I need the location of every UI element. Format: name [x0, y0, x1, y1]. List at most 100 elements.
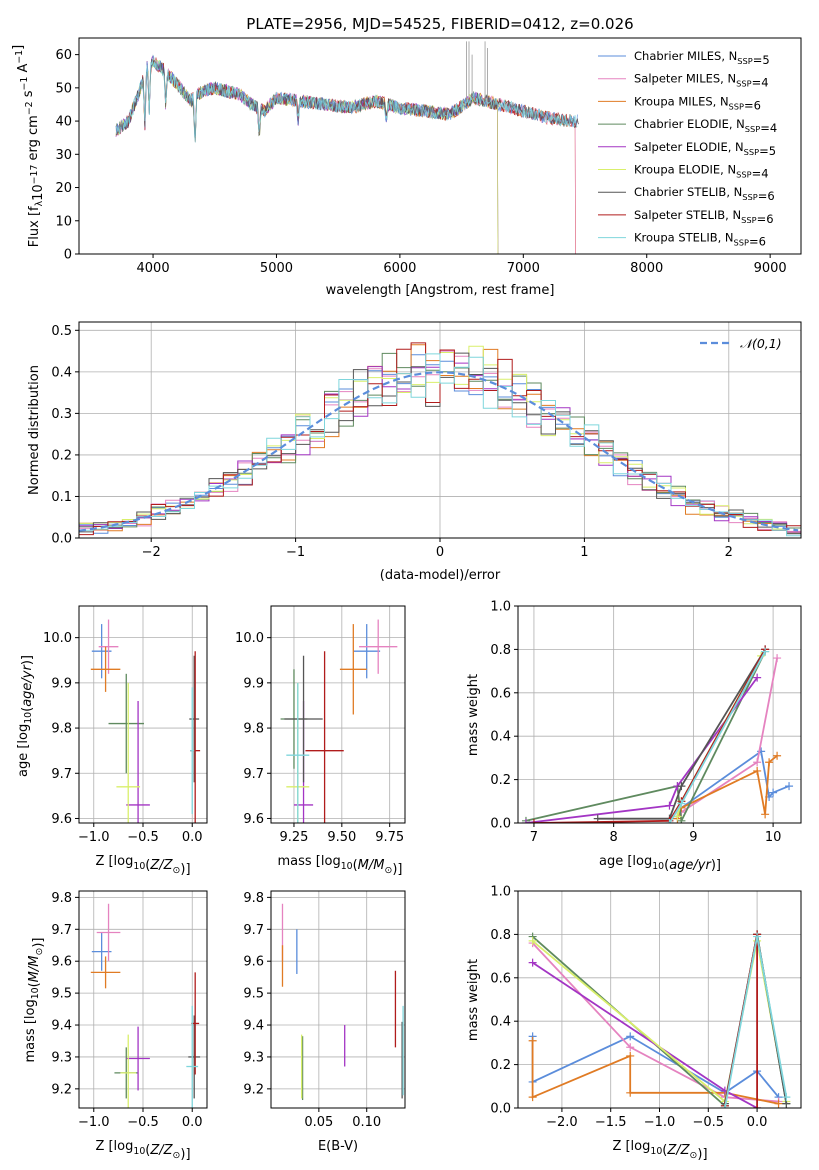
residuals-panel: −2 −1 0 1 2 0.0 0.1 0.2 0.3 0.4 0.5 (data-model)/er…: [27, 321, 802, 583]
weight_vs_Z-plot-area: [528, 930, 791, 1108]
weight-marker: [528, 1036, 537, 1045]
weight-marker: [665, 801, 674, 810]
spectrum-frame: [78, 37, 802, 255]
mass_vs_ebv-ytick-label: 9.7: [243, 923, 264, 938]
age-vs-mass-xlabel: mass [log10(M/M⊙)]: [278, 854, 403, 877]
weight_vs_Z-panel: −2.0 −1.5 −1.0 −0.5 0.0 0.0 0.2 0.4 0.6 0.8 1.0 Z […: [466, 885, 802, 1162]
age_vs_mass-ytick-label: 9.7: [243, 767, 264, 782]
age_vs_Z-panel: −1.0 −0.5 0.0 9.6 9.7 9.8 9.9 10.0 Z [log10(Z/Z⊙…: [16, 605, 208, 877]
weight-vs-Z-xlabel: Z [log10(Z/Z⊙)]: [612, 1139, 707, 1162]
weight-marker: [761, 810, 770, 819]
weight_vs_age-xtick-label: 8: [610, 830, 618, 845]
mass_vs_Z-ytick-label: 9.8: [51, 891, 72, 906]
residuals-xtick-label: 1: [580, 545, 588, 560]
weight-marker: [761, 647, 770, 656]
weight-marker: [626, 1051, 635, 1060]
mass_vs_ebv-ytick-label: 9.5: [243, 987, 264, 1002]
age_vs_Z-ytick-label: 9.8: [51, 722, 72, 737]
spectrum-title: PLATE=2956, MJD=54525, FIBERID=0412, z=0…: [246, 15, 633, 33]
weight_vs_age-ytick-label: 0.8: [490, 643, 511, 658]
age_vs_Z-ytick-label: 10.0: [43, 631, 72, 646]
weight-marker: [753, 758, 762, 767]
spectrum-ytick-label: 40: [55, 115, 72, 130]
mass_vs_Z-ytick-label: 9.7: [51, 923, 72, 938]
weight_vs_age-xtick-label: 10: [765, 830, 782, 845]
weight-marker: [753, 766, 762, 775]
spectrum-xtick-label: 9000: [754, 261, 787, 276]
spectrum-ytick-label: 50: [55, 81, 72, 96]
mass_vs_ebv-ytick-label: 9.3: [243, 1050, 264, 1065]
age-vs-Z-ylabel: age [log10(age/yr)]: [16, 655, 35, 777]
spectrum-ytick-label: 60: [55, 48, 72, 63]
legend-entry: Salpeter STELIB, NSSP=6: [634, 208, 774, 226]
spectrum-ytick-label: 10: [55, 214, 72, 229]
weight-marker: [773, 751, 782, 760]
age-vs-Z-xlabel: Z [log10(Z/Z⊙)]: [95, 854, 190, 877]
weight_vs_Z-xtick-label: −0.5: [693, 1115, 725, 1130]
spectrum-ytick-label: 0: [64, 248, 72, 263]
histogram-kroupa-stelib: [79, 353, 801, 537]
legend-entry: Chabrier MILES, NSSP=5: [634, 49, 770, 67]
age_vs_mass-xtick-label: 9.50: [327, 830, 356, 845]
age_vs_Z-plot-area: [90, 619, 201, 823]
weight_vs_age-ytick-label: 0.4: [490, 730, 511, 745]
weight_vs_Z-xtick-label: −1.5: [595, 1115, 627, 1130]
weight-marker: [665, 819, 674, 823]
legend-entry: Salpeter ELODIE, NSSP=5: [634, 140, 776, 158]
mass_vs_ebv-frame: [270, 890, 406, 1109]
weight_vs_age-ytick-label: 0.2: [490, 773, 511, 788]
mass_vs_ebv-panel: 0.05 0.10 9.2 9.3 9.4 9.5 9.6 9.7 9.8 E(B-V): [243, 890, 406, 1154]
weight-marker: [528, 958, 537, 967]
weight-marker: [753, 1104, 762, 1108]
weight-marker: [774, 1099, 783, 1108]
spectrum-xtick-label: 7000: [507, 261, 540, 276]
age_vs_mass-ytick-label: 10.0: [235, 631, 264, 646]
spectrum-xtick-label: 6000: [383, 261, 416, 276]
residuals-ytick-label: 0.4: [51, 365, 72, 380]
weight-marker: [521, 819, 530, 823]
age_vs_mass-ytick-label: 9.9: [243, 676, 264, 691]
age_vs_mass-xtick-label: 9.25: [279, 830, 308, 845]
weight-marker: [720, 1104, 729, 1108]
gaussian-curve: [79, 371, 799, 532]
residuals-xlabel: (data-model)/error: [380, 568, 501, 583]
spectrum-line-kroupa-stelib: [115, 59, 578, 143]
weight-marker: [782, 1093, 791, 1102]
weight-marker: [626, 1043, 635, 1052]
legend-entry: Chabrier STELIB, NSSP=6: [634, 185, 775, 203]
weight_vs_Z-ytick-label: 0.2: [490, 1058, 511, 1073]
legend-entry-gaussian: 𝒩(0,1): [740, 336, 782, 351]
mass_vs_ebv-xtick-label: 0.05: [304, 1115, 333, 1130]
spectrum-xtick-label: 5000: [260, 261, 293, 276]
weight-marker: [626, 1032, 635, 1041]
spectrum-ylabel: Flux [fλ10−17 erg cm−2 s−1 A−1]: [11, 45, 46, 247]
spectrum-ytick-label: 20: [55, 181, 72, 196]
spectrum-panel: 4000 5000 6000 7000 8000 9000 0 10 20 30 40 50 60 wav…: [11, 37, 802, 298]
weight_vs_age-xtick-label: 7: [530, 830, 538, 845]
mass_vs_Z-xtick-label: −1.0: [78, 1115, 110, 1130]
weight-marker: [528, 1093, 537, 1102]
weight-vs-age-xlabel: age [log10(age/yr)]: [599, 854, 721, 873]
weight_vs_age-plot-area: [521, 645, 794, 823]
legend-entry: Chabrier ELODIE, NSSP=4: [634, 117, 777, 135]
weight-marker: [769, 788, 778, 797]
weight_vs_age-ytick-label: 1.0: [490, 600, 511, 615]
age_vs_mass-frame: [270, 605, 406, 824]
mass_vs_ebv-grid: [271, 891, 405, 1108]
mass_vs_Z-ytick-label: 9.4: [51, 1019, 72, 1034]
residuals-ytick-label: 0.0: [51, 532, 72, 547]
age_vs_Z-ytick-label: 9.6: [51, 812, 72, 827]
weight-marker: [529, 819, 538, 823]
mass_vs_Z-xtick-label: −0.5: [127, 1115, 159, 1130]
weight_vs_Z-xtick-label: 0.0: [747, 1115, 768, 1130]
weight-vs-Z-ylabel: mass weight: [466, 959, 481, 1041]
residuals-ylabel: Normed distribution: [27, 365, 42, 495]
age_vs_mass-ytick-label: 9.6: [243, 812, 264, 827]
weight-marker: [626, 1088, 635, 1097]
mass_vs_ebv-ytick-label: 9.4: [243, 1019, 264, 1034]
mass_vs_Z-grid: [79, 891, 207, 1108]
weight-marker: [528, 936, 537, 945]
mass_vs_ebv-plot-area: [281, 903, 404, 1101]
age_vs_Z-ytick-label: 9.7: [51, 767, 72, 782]
weight_vs_age-xtick-label: 9: [689, 830, 697, 845]
